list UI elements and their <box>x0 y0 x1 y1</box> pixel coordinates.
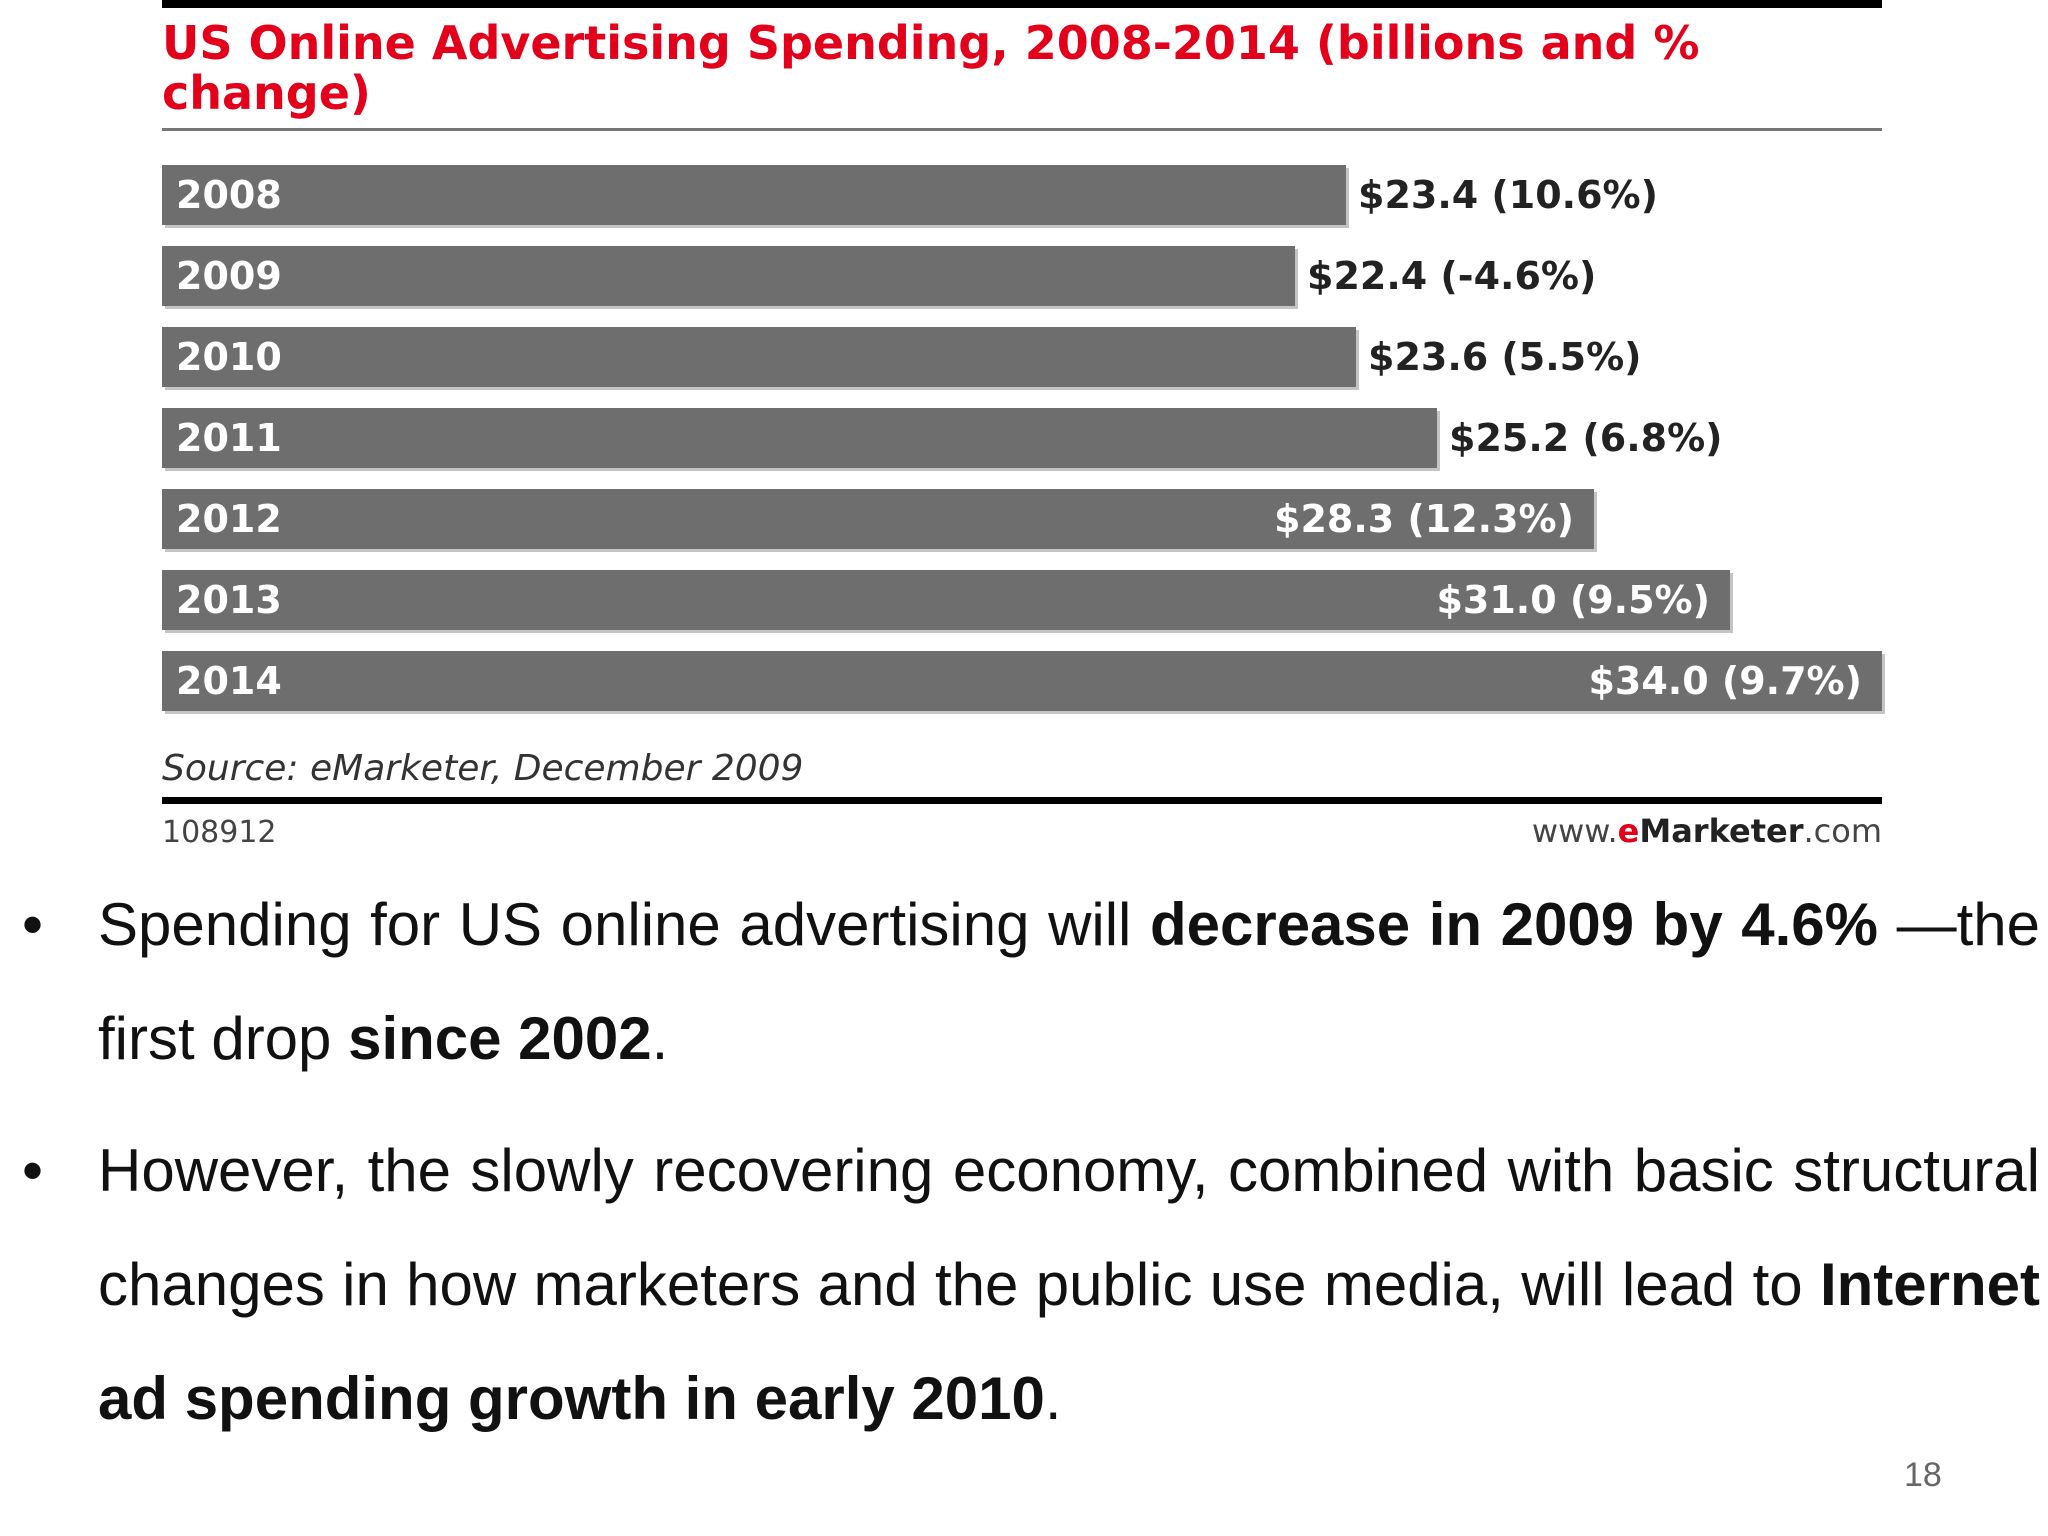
chart-bottom-rule <box>162 797 1882 804</box>
bar-data-label: $23.6 (5.5%) <box>1368 335 1642 379</box>
bar-data-label: $34.0 (9.7%) <box>1588 659 1862 703</box>
bullet-emphasis: decrease in 2009 by 4.6% <box>1149 891 1879 958</box>
bar-category-label: 2014 <box>176 659 282 703</box>
bar-2011: 2011 $25.2 (6.8%) <box>162 408 1723 468</box>
bar-data-label: $28.3 (12.3%) <box>1274 497 1574 541</box>
page-number: 18 <box>1904 1456 1942 1494</box>
bar-2008: 2008 $23.4 (10.6%) <box>162 165 1658 225</box>
bullet-dot: • <box>22 891 44 958</box>
bullet-segment: Spending for US online advertising will <box>98 891 1150 958</box>
site-suffix: .com <box>1803 812 1882 850</box>
bar-2013: 2013 $31.0 (9.5%) <box>162 570 1730 630</box>
bar-data-label: $25.2 (6.8%) <box>1449 416 1723 460</box>
bar-data-label: $31.0 (9.5%) <box>1436 578 1710 622</box>
chart-id: 108912 <box>162 815 277 850</box>
bar-2009: 2009 $22.4 (-4.6%) <box>162 246 1596 306</box>
site-prefix: www. <box>1531 812 1618 850</box>
bar-data-label: $22.4 (-4.6%) <box>1307 254 1597 298</box>
bar-2010: 2010 $23.6 (5.5%) <box>162 327 1642 387</box>
chart-source: Source: eMarketer, December 2009 <box>162 748 804 789</box>
bar-category-label: 2011 <box>176 416 282 460</box>
bar-2014: 2014 $34.0 (9.7%) <box>162 651 1882 711</box>
bar-2012: 2012 $28.3 (12.3%) <box>162 489 1594 549</box>
bar-category-label: 2013 <box>176 578 282 622</box>
bar-chart: US Online Advertising Spending, 2008-201… <box>162 0 1882 855</box>
site-brand-e: e <box>1617 812 1640 850</box>
bullet-emphasis: Internet ad spending growth in early 201… <box>98 1251 2040 1432</box>
emarketer-logo: www.eMarketer.com <box>1532 812 1882 850</box>
site-brand: Marketer <box>1639 812 1804 850</box>
bars-area: 2008 $23.4 (10.6%) 2009 $22.4 (-4.6%) 2010 $2… <box>162 0 1882 855</box>
bullet-segment: . <box>1044 1365 1062 1432</box>
bullet-segment: —the first drop <box>98 891 2040 1072</box>
bar-data-label: $23.4 (10.6%) <box>1358 173 1658 217</box>
chart-title: US Online Advertising Spending, 2008-201… <box>162 16 1700 120</box>
bullet-text-2: However, the slowly recovering economy, … <box>98 1114 2040 1456</box>
chart-title-rule <box>162 128 1882 131</box>
bar-category-label: 2008 <box>176 173 282 217</box>
bullet-emphasis: since 2002 <box>348 1005 652 1072</box>
bullet-segment: However, the slowly recovering economy, … <box>98 1137 2040 1318</box>
bullet-text-1: Spending for US online advertising will … <box>98 868 2040 1096</box>
bar-category-label: 2010 <box>176 335 282 379</box>
chart-top-rule <box>162 0 1882 8</box>
bullet-segment: . <box>651 1005 669 1072</box>
bar-category-label: 2009 <box>176 254 282 298</box>
bar-category-label: 2012 <box>176 497 282 541</box>
bullet-dot: • <box>22 1137 44 1204</box>
